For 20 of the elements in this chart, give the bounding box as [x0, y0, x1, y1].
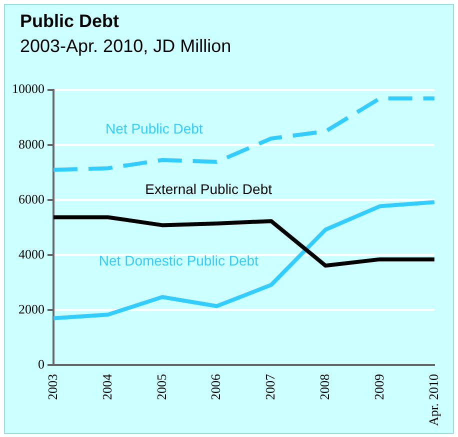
x-tick-label: 2009 — [371, 374, 386, 400]
chart-title: Public Debt — [20, 11, 120, 32]
x-tick-label: 2005 — [154, 374, 169, 400]
x-tick-label: Apr. 2010 — [426, 374, 441, 426]
y-tick-label: 4000 — [18, 246, 44, 262]
chart-subtitle: 2003-Apr. 2010, JD Million — [20, 36, 232, 57]
y-tick-label: 6000 — [18, 191, 44, 206]
series-label: External Public Debt — [145, 181, 272, 198]
x-tick-label: 2003 — [44, 374, 60, 400]
series-label: Net Public Debt — [106, 120, 203, 137]
y-tick-label: 8000 — [18, 136, 44, 152]
x-tick-label: 2004 — [99, 374, 114, 400]
y-tick-label: 0 — [38, 356, 44, 372]
x-tick-label: 2006 — [208, 374, 224, 400]
series-label: Net Domestic Public Debt — [98, 252, 259, 269]
x-tick-label: 2007 — [262, 374, 278, 400]
y-tick-label: 10000 — [12, 81, 44, 96]
y-tick-label: 2000 — [18, 301, 44, 316]
line-series — [52, 96, 436, 172]
x-tick-label: 2008 — [316, 374, 332, 400]
